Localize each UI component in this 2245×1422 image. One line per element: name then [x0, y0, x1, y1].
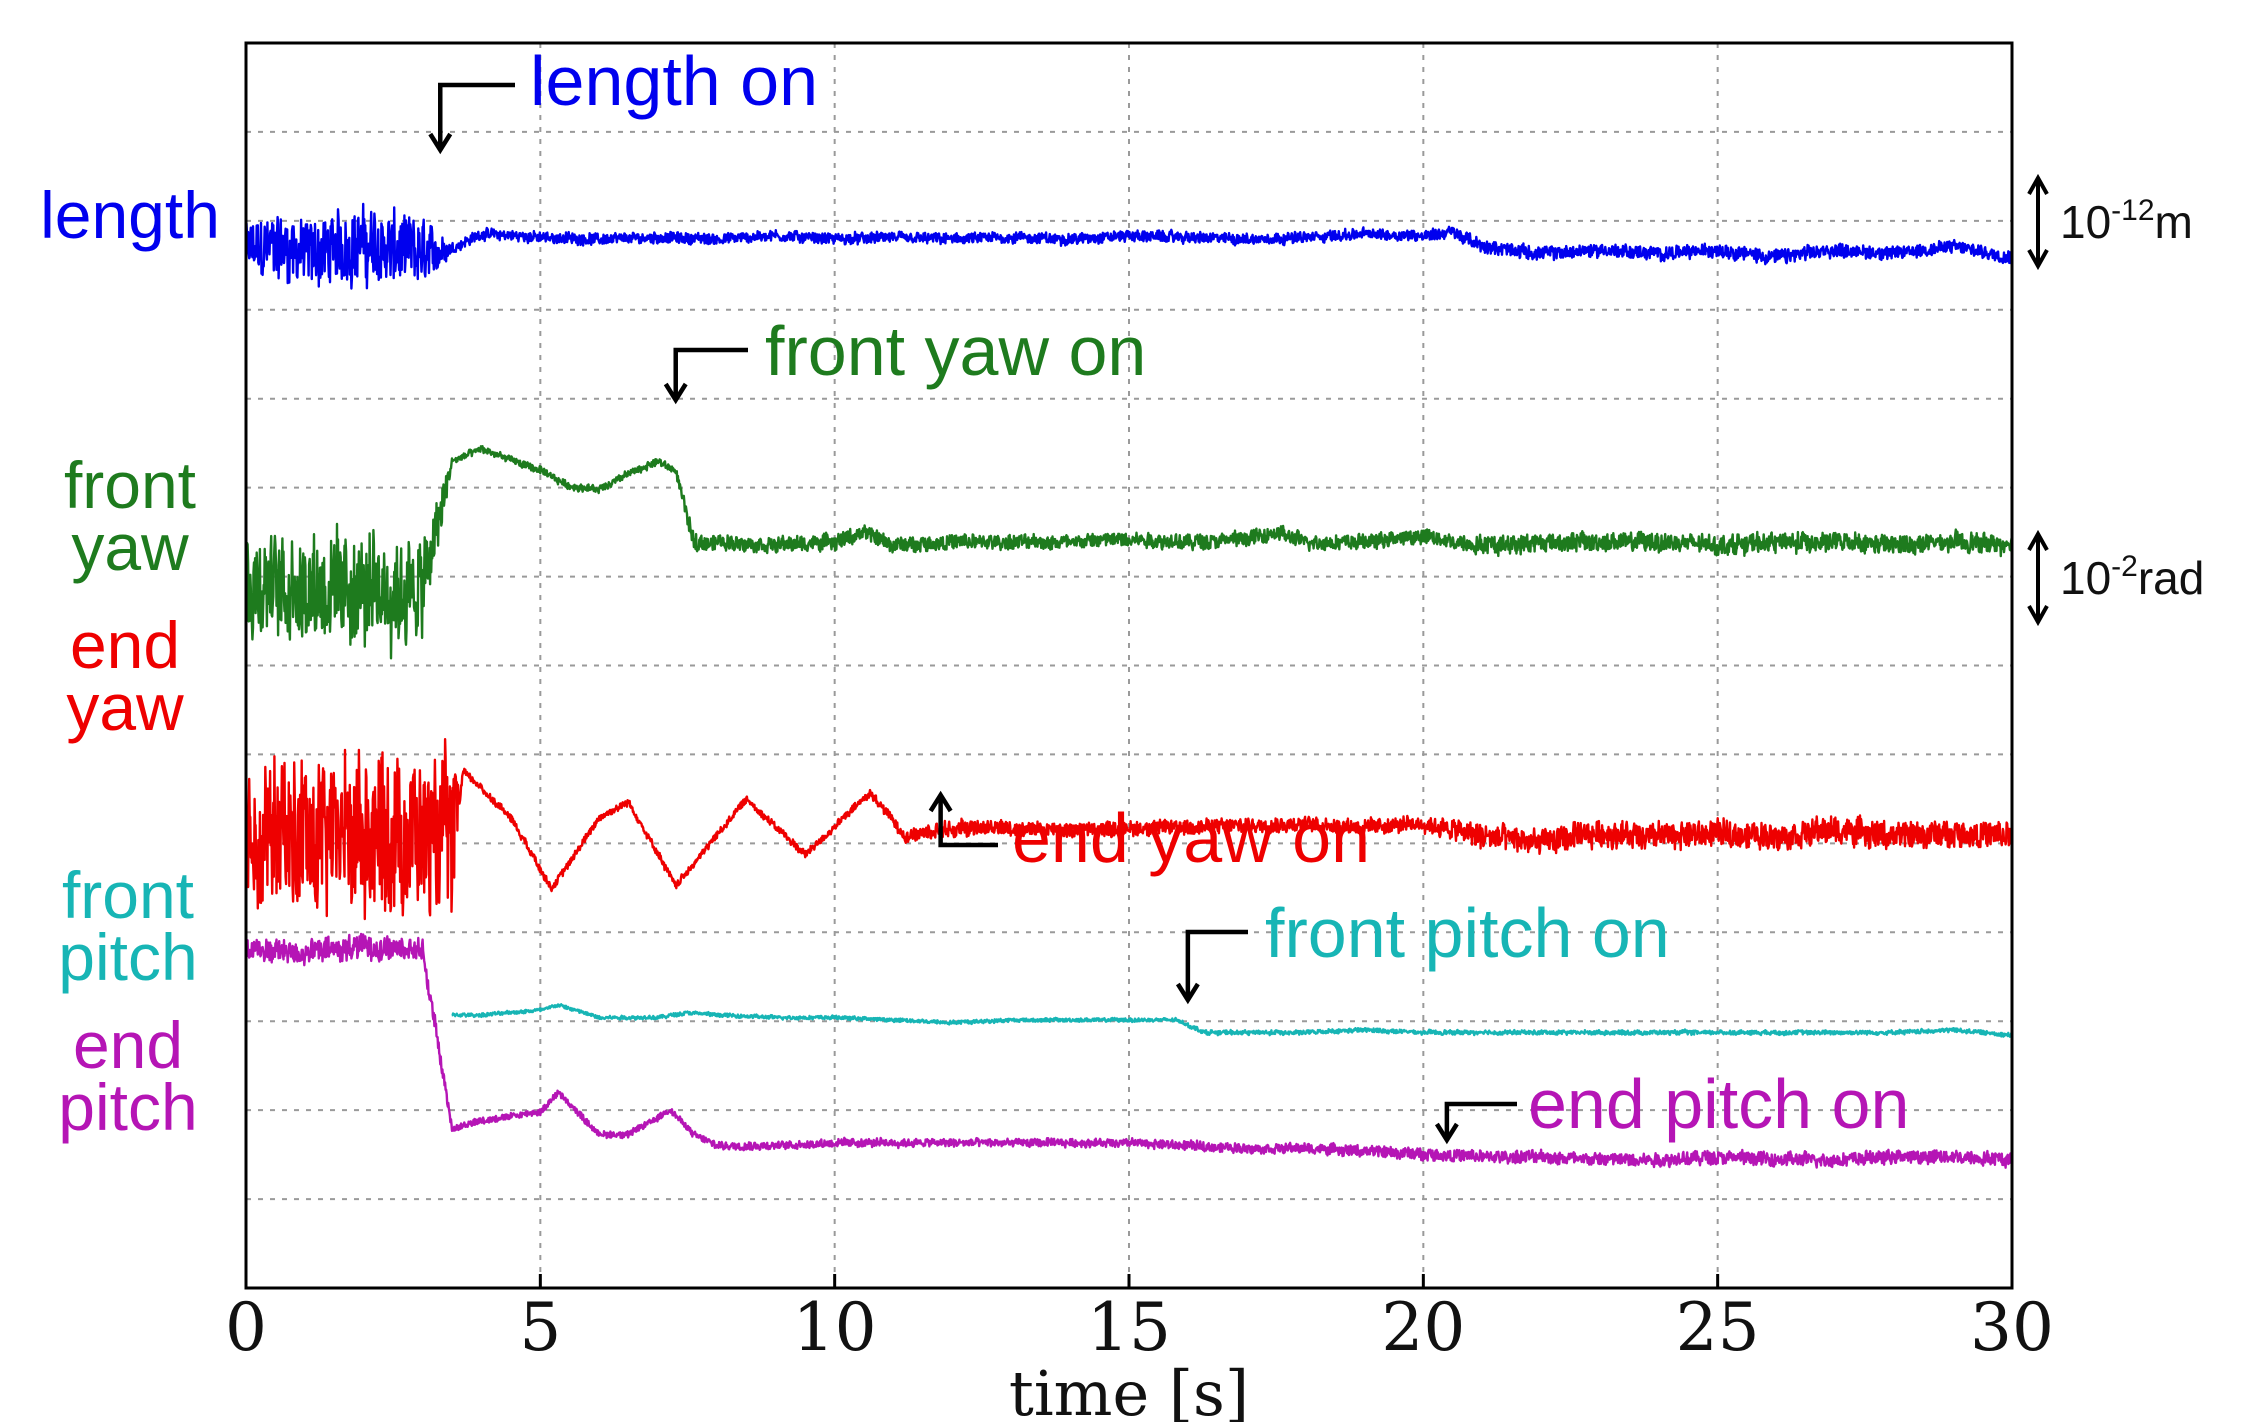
- scale-bar-m: 10-12m: [2027, 173, 2193, 271]
- annotation-arrow: [438, 82, 515, 150]
- x-tick-label: 30: [1970, 1289, 2054, 1366]
- annotation-arrowhead: [663, 382, 688, 405]
- trace-label-length: length: [40, 178, 220, 252]
- annotation-arrowhead: [428, 132, 453, 155]
- x-tick-label: 0: [225, 1289, 267, 1366]
- x-tick-label: 10: [793, 1289, 877, 1366]
- annotation-length-on: length on: [428, 42, 818, 155]
- trace-label-end-yaw: end yaw: [66, 608, 184, 744]
- x-axis: 0 5 10 15 20 25 30: [225, 1274, 2054, 1366]
- annotation-label: front yaw on: [765, 312, 1146, 390]
- annotation-arrow: [673, 347, 748, 400]
- annotation-end-pitch-on: end pitch on: [1434, 1065, 1909, 1145]
- trace-label-front-yaw: front yaw: [64, 448, 196, 584]
- scale-bar-label: 10-2rad: [2060, 550, 2204, 604]
- annotation-end-yaw-on: end yaw on: [928, 790, 1370, 877]
- series-line-length: [246, 202, 2012, 290]
- scale-bars: 10-12m 10-2rad: [2027, 173, 2204, 627]
- series-line-end-pitch: [246, 932, 2012, 1169]
- series-line-front-yaw: [246, 445, 2012, 660]
- annotations: length on front yaw on end yaw on front pit…: [428, 42, 1909, 1145]
- scale-bar-head-down: [2027, 249, 2049, 271]
- annotation-arrowhead: [1175, 982, 1200, 1005]
- trace-label-front-pitch: front pitch: [58, 858, 197, 994]
- annotation-label: end yaw on: [1012, 799, 1370, 877]
- annotation-front-yaw-on: front yaw on: [663, 312, 1146, 405]
- annotation-label: front pitch on: [1265, 894, 1670, 972]
- annotation-label: length on: [530, 42, 818, 120]
- x-tick-label: 25: [1676, 1289, 1760, 1366]
- annotation-arrow: [1444, 1101, 1517, 1140]
- trace-labels: length front yaw end yaw front pitch end pitch: [40, 178, 220, 1144]
- traces: [246, 202, 2012, 1169]
- scale-bar-head-up: [2027, 173, 2049, 195]
- x-axis-title: time [s]: [1009, 1357, 1249, 1422]
- annotation-front-pitch-on: front pitch on: [1175, 894, 1670, 1005]
- series-line-end-yaw: [246, 738, 2012, 921]
- series-line-front-pitch: [451, 1003, 2012, 1038]
- annotation-arrowhead: [928, 790, 953, 813]
- annotation-arrow: [1185, 929, 1248, 1000]
- annotation-arrow: [938, 795, 998, 848]
- scale-bar-rad: 10-2rad: [2027, 529, 2204, 627]
- annotation-label: end pitch on: [1528, 1065, 1909, 1143]
- annotation-arrowhead: [1434, 1122, 1459, 1145]
- x-tick-label: 5: [519, 1289, 561, 1366]
- x-tick-label: 20: [1381, 1289, 1465, 1366]
- scale-bar-head-up: [2027, 529, 2049, 551]
- scale-bar-label: 10-12m: [2060, 194, 2193, 248]
- scale-bar-head-down: [2027, 605, 2049, 627]
- x-tick-label: 15: [1087, 1289, 1171, 1366]
- trace-label-end-pitch: end pitch: [58, 1008, 197, 1144]
